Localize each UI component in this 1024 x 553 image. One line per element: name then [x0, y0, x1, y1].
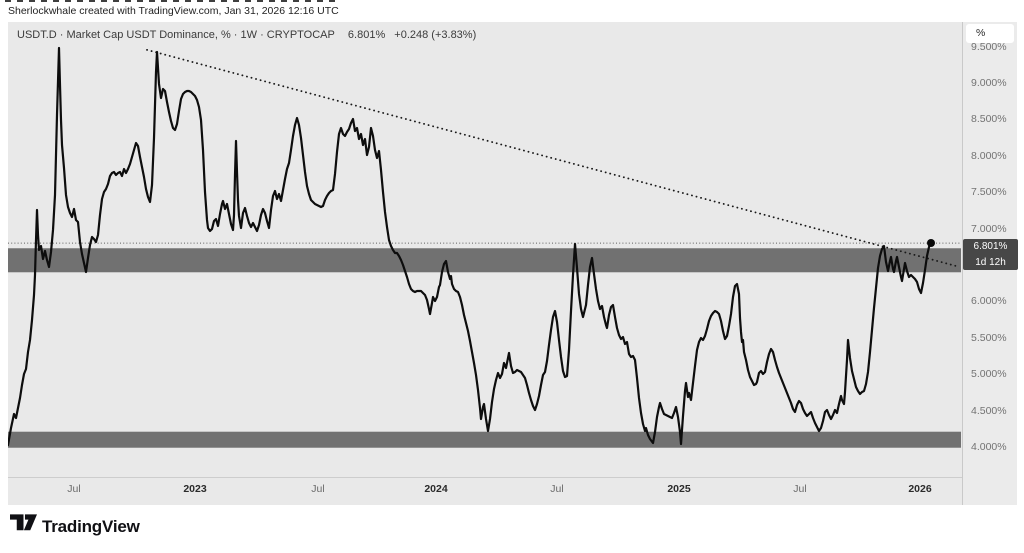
time-axis-label: Jul [793, 483, 807, 495]
time-axis-label: Jul [311, 483, 325, 495]
percent-scale-button[interactable]: % [966, 24, 1014, 43]
price-axis-label: 5.500% [971, 331, 1007, 344]
price-axis-label: 4.500% [971, 404, 1007, 417]
usdt-dominance-line-series [8, 46, 933, 447]
chart-legend[interactable]: USDT.D · Market Cap USDT Dominance, % · … [17, 29, 476, 41]
price-axis-label: 5.000% [971, 368, 1007, 381]
time-axis-separator [8, 477, 1016, 478]
footer: TradingView [10, 514, 140, 540]
legend-last-price: 6.801% [347, 29, 386, 41]
price-axis-label: 9.500% [971, 40, 1007, 53]
symbol-description[interactable]: USDT.D · Market Cap USDT Dominance, % · … [17, 29, 335, 41]
time-axis-label: 2026 [908, 483, 932, 495]
descending-trendline[interactable] [146, 48, 959, 268]
price-axis[interactable]: 9.500%9.000%8.500%8.000%7.500%7.000%6.50… [962, 22, 1018, 505]
price-label-box: 6.801% 1d 12h [963, 239, 1018, 270]
support-zone-band [8, 431, 961, 448]
time-axis-label: 2024 [424, 483, 448, 495]
price-axis-label: 9.000% [971, 77, 1007, 89]
time-axis-label: 2023 [183, 483, 207, 495]
clipped-text-artifact [5, 0, 339, 2]
resistance-zone-band [8, 248, 961, 273]
time-axis-label: Jul [550, 483, 564, 495]
price-axis-label: 8.500% [971, 113, 1007, 126]
price-label-value: 6.801% [973, 241, 1008, 252]
tradingview-logo-text[interactable]: TradingView [42, 517, 140, 536]
tradingview-logo-icon[interactable] [10, 514, 37, 533]
attribution-text: Sherlockwhale created with TradingView.c… [8, 5, 339, 17]
price-axis-label: 7.000% [971, 222, 1007, 235]
time-axis-label: 2025 [667, 483, 691, 495]
price-axis-label: 4.000% [971, 441, 1007, 453]
price-axis-label: 6.000% [971, 295, 1007, 308]
price-axis-label: 8.000% [971, 149, 1007, 162]
price-label-countdown: 1d 12h [975, 256, 1006, 268]
price-axis-label: 7.500% [971, 186, 1007, 199]
price-chart-canvas[interactable] [8, 22, 962, 478]
time-axis-label: Jul [67, 483, 81, 495]
legend-change: +0.248 (+3.83%) [394, 29, 477, 41]
last-price-marker-dot [927, 239, 935, 247]
chart-widget[interactable]: USDT.D · Market Cap USDT Dominance, % · … [8, 22, 1018, 505]
